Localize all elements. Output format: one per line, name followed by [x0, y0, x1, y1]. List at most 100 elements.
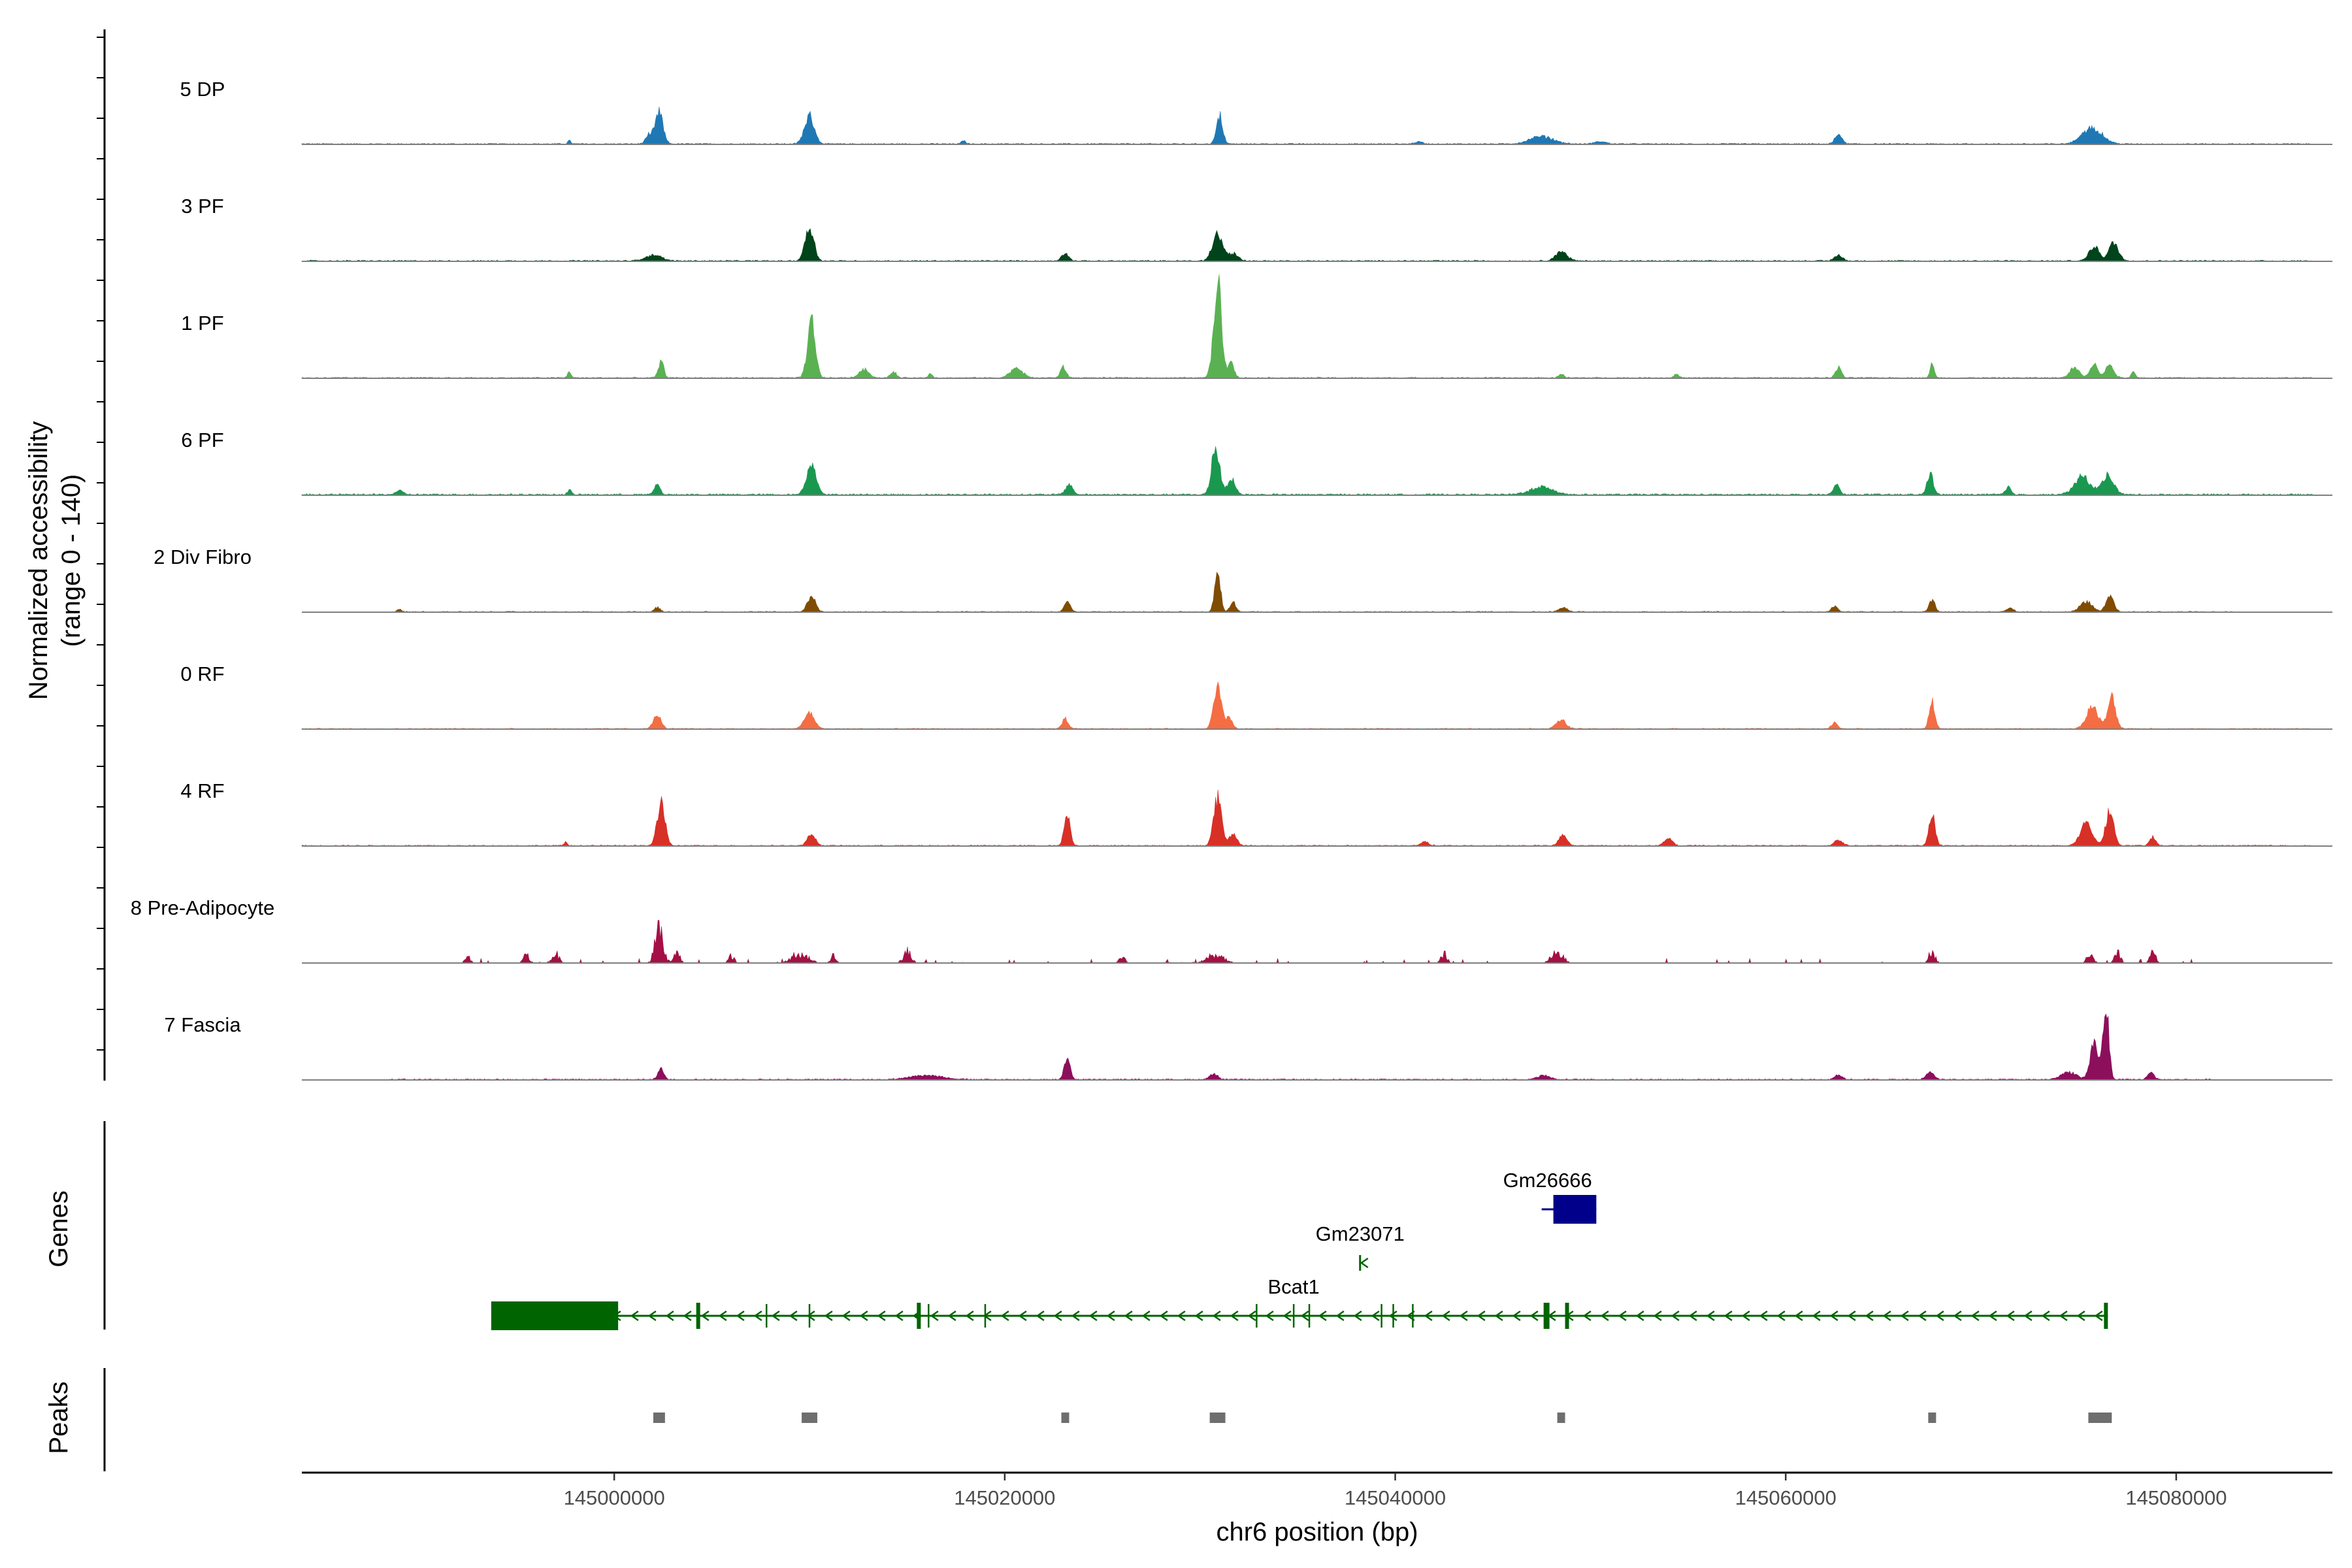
- strand-arrow: [647, 1310, 657, 1322]
- track-label-0-rf: 0 RF: [180, 662, 224, 685]
- strand-arrow: [1688, 1310, 1697, 1322]
- peak-region: [1061, 1413, 1070, 1423]
- strand-arrow: [1970, 1310, 1980, 1322]
- strand-arrow: [965, 1310, 974, 1322]
- strand-arrow: [1900, 1310, 1909, 1322]
- gene-exon: [696, 1303, 700, 1329]
- strand-arrow: [1318, 1310, 1327, 1322]
- strand-arrow: [1018, 1310, 1027, 1322]
- strand-arrow: [1459, 1310, 1468, 1322]
- x-tick-label: 145000000: [564, 1486, 665, 1509]
- strand-arrow: [1106, 1310, 1115, 1322]
- strand-arrow: [736, 1310, 745, 1322]
- strand-arrow: [1194, 1310, 1203, 1322]
- strand-arrow: [1988, 1310, 1997, 1322]
- coverage-area-2-div-fibro: [389, 572, 2235, 613]
- strand-arrow: [1812, 1310, 1821, 1322]
- strand-arrow: [1653, 1310, 1662, 1322]
- strand-arrow: [1371, 1310, 1380, 1322]
- strand-arrow: [1847, 1310, 1856, 1322]
- gene-gm23071: Gm23071: [1316, 1222, 1405, 1271]
- coverage-area-4-rf: [301, 789, 2313, 847]
- track-label-2-div-fibro: 2 Div Fibro: [154, 546, 252, 568]
- track-label-4-rf: 4 RF: [180, 779, 224, 802]
- gene-bcat1: Bcat1: [491, 1275, 2108, 1330]
- peak-region: [1928, 1413, 1936, 1423]
- strand-arrow: [1918, 1310, 1927, 1322]
- coverage-tracks: 5 DP 3 PF 1 PF 6 PF 2 Div Fibro 0 RF 4 RF 8 Pre…: [97, 29, 2332, 1081]
- x-tick-label: 145020000: [954, 1486, 1055, 1509]
- strand-arrow: [1953, 1310, 1962, 1322]
- strand-arrow: [789, 1310, 798, 1322]
- track-6-pf: 6 PF: [181, 429, 2332, 496]
- strand-arrow: [1036, 1310, 1045, 1322]
- gene-exon: [1553, 1195, 1597, 1224]
- gene-exon: [2104, 1303, 2108, 1329]
- strand-arrow: [1360, 1257, 1369, 1269]
- strand-arrow: [1759, 1310, 1768, 1322]
- strand-arrow: [2006, 1310, 2015, 1322]
- strand-arrow: [1494, 1310, 1503, 1322]
- peaks-panel: [103, 1368, 2112, 1471]
- genes-panel: Gm26666 Gm23071 Bcat1: [103, 1121, 2108, 1330]
- coverage-area-3-pf: [301, 228, 2314, 262]
- track-0-rf: 0 RF: [180, 662, 2332, 730]
- strand-arrow: [700, 1310, 710, 1322]
- gene-exon: [1565, 1303, 1569, 1329]
- coverage-area-6-pf: [301, 446, 2313, 496]
- strand-arrow: [1053, 1310, 1062, 1322]
- peaks-panel-title: Peaks: [44, 1381, 73, 1454]
- strand-arrow: [1600, 1310, 1609, 1322]
- track-1-pf: 1 PF: [181, 274, 2332, 379]
- strand-arrow: [1829, 1310, 1838, 1322]
- strand-arrow: [824, 1310, 833, 1322]
- strand-arrow: [1230, 1310, 1239, 1322]
- strand-arrow: [859, 1310, 868, 1322]
- strand-arrow: [1265, 1310, 1274, 1322]
- coverage-area-5-dp: [301, 106, 2314, 145]
- genes-panel-title: Genes: [44, 1190, 73, 1267]
- track-4-rf: 4 RF: [180, 779, 2332, 847]
- strand-arrow: [1529, 1310, 1539, 1322]
- coverage-area-1-pf: [301, 274, 2313, 379]
- strand-arrow: [1723, 1310, 1733, 1322]
- track-2-div-fibro: 2 Div Fibro: [154, 546, 2332, 613]
- strand-arrow: [2094, 1310, 2103, 1322]
- strand-arrow: [771, 1310, 780, 1322]
- gene-exon: [917, 1303, 921, 1329]
- strand-arrow: [2041, 1310, 2050, 1322]
- strand-arrow: [1335, 1310, 1345, 1322]
- strand-arrow: [806, 1310, 815, 1322]
- peak-region: [1557, 1413, 1565, 1423]
- coverage-area-7-fascia: [389, 1013, 2212, 1081]
- x-axis: 145000000 145020000 145040000 145060000 1450…: [302, 1471, 2332, 1509]
- track-5-dp: 5 DP: [180, 78, 2332, 145]
- peak-region: [802, 1413, 817, 1423]
- strand-arrow: [2059, 1310, 2068, 1322]
- strand-arrow: [630, 1310, 639, 1322]
- x-tick-label: 145040000: [1345, 1486, 1446, 1509]
- strand-arrow: [1477, 1310, 1486, 1322]
- strand-arrow: [1882, 1310, 1891, 1322]
- gene-exon: [491, 1301, 619, 1330]
- strand-arrow: [1776, 1310, 1786, 1322]
- track-label-8-pre-adipocyte: 8 Pre-Adipocyte: [131, 896, 275, 919]
- strand-arrow: [1741, 1310, 1750, 1322]
- track-3-pf: 3 PF: [181, 195, 2332, 262]
- strand-arrow: [1088, 1310, 1098, 1322]
- strand-arrow: [841, 1310, 851, 1322]
- gene-exon: [1543, 1303, 1550, 1329]
- x-tick-label: 145080000: [2125, 1486, 2227, 1509]
- track-label-6-pf: 6 PF: [181, 429, 223, 451]
- strand-arrow: [1282, 1310, 1292, 1322]
- track-label-3-pf: 3 PF: [181, 195, 223, 218]
- track-7-fascia: 7 Fascia: [164, 1013, 2332, 1081]
- strand-arrow: [1635, 1310, 1644, 1322]
- strand-arrow: [1706, 1310, 1715, 1322]
- strand-arrow: [718, 1310, 727, 1322]
- x-axis-title: chr6 position (bp): [1216, 1518, 1418, 1546]
- track-8-pre-adipocyte: 8 Pre-Adipocyte: [131, 896, 2332, 964]
- strand-arrow: [1000, 1310, 1009, 1322]
- peak-region: [653, 1413, 665, 1423]
